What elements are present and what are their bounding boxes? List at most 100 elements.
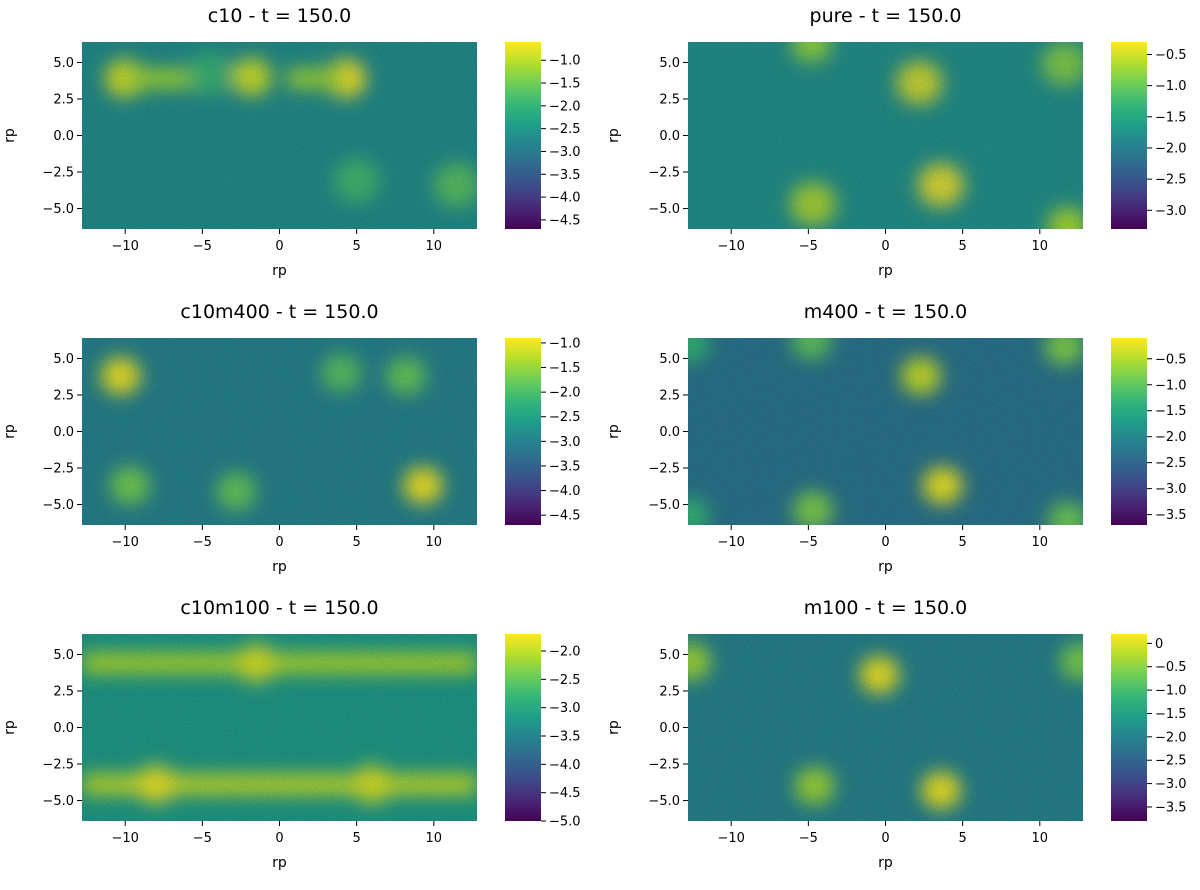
colorbar-tick-label: −2.0 [549,386,581,401]
y-tick-label: 5.0 [659,56,680,71]
colorbar-tick-label: −2.0 [549,645,581,660]
y-axis-label: rp [606,128,622,143]
colorbar-tick-label: −1.5 [549,77,581,92]
heatmap-grain [688,338,1083,525]
x-tick-label: 5 [353,831,361,846]
x-tick-label: 10 [426,831,443,846]
heatmap-panel: c10m100 - t = 150.0 −10 −5 0 5 10 5.0 2.5 0.0 −2.… [0,592,600,888]
chart-title: c10 - t = 150.0 [208,5,351,27]
colorbar-tick-label: −2.5 [549,122,581,137]
heatmap-svg: m400 - t = 150.0 −10 −5 0 5 10 5.0 2.5 0.0 −2.5 −5… [606,301,1187,575]
y-tick-label: 0.0 [659,129,680,144]
x-tick-label: −5 [193,831,212,846]
y-tick-label: 2.5 [659,388,680,403]
y-tick-label: 2.5 [53,92,74,107]
colorbar-tick-label: −3.0 [1155,777,1187,792]
colorbar-tick-label: −4.0 [549,484,581,499]
heatmap-field [688,338,1083,525]
x-tick-label: −10 [111,535,138,550]
heatmap-field [82,634,477,821]
colorbar-tick-label: −2.0 [1155,730,1187,745]
heatmap-field [82,338,477,525]
heatmap-grain [82,634,477,821]
colorbar [505,338,541,525]
colorbar-tick-label: −4.5 [549,786,581,801]
heatmap-svg: c10 - t = 150.0 −10 −5 0 5 10 5.0 2.5 0.0 −2.5 −5.… [2,5,581,279]
colorbar [1111,42,1147,229]
y-tick-label: 5.0 [53,352,74,367]
colorbar-tick-label: −3.0 [1155,482,1187,497]
colorbar-tick-label: −1.0 [1155,79,1187,94]
y-tick-label: 0.0 [53,425,74,440]
x-axis-label: rp [272,263,287,279]
heatmap-panel: pure - t = 150.0 −10 −5 0 5 10 5.0 2.5 0.0 −2.5 −5… [600,0,1200,296]
y-tick-label: 5.0 [659,352,680,367]
colorbar-tick-label: −5.0 [549,815,581,830]
x-tick-label: 10 [1032,535,1049,550]
heatmap-svg: c10m400 - t = 150.0 −10 −5 0 5 10 5.0 2.5 0.0 −2.… [2,301,581,575]
heatmap-svg: c10m100 - t = 150.0 −10 −5 0 5 10 5.0 2.5 0.0 −2.… [2,597,581,871]
colorbar-tick-label: −3.5 [1155,800,1187,815]
y-tick-label: 5.0 [53,648,74,663]
y-tick-label: 2.5 [659,92,680,107]
x-tick-label: 0 [275,239,283,254]
x-tick-label: 0 [881,239,889,254]
y-tick-label: −5.0 [648,498,680,513]
x-tick-label: 10 [426,535,443,550]
y-tick-label: −2.5 [42,462,74,477]
heatmap-grain [82,42,477,229]
x-tick-label: −5 [799,831,818,846]
x-tick-label: 0 [275,535,283,550]
colorbar-tick-label: −0.5 [1155,48,1187,63]
x-tick-label: 10 [1032,831,1049,846]
colorbar-tick-label: −3.0 [549,145,581,160]
x-tick-label: −5 [193,535,212,550]
y-tick-label: −2.5 [42,758,74,773]
y-axis-label: rp [2,720,18,735]
x-tick-label: 5 [353,535,361,550]
y-tick-label: −5.0 [42,794,74,809]
y-tick-label: 5.0 [53,56,74,71]
x-tick-label: 10 [426,239,443,254]
heatmap-panel: m400 - t = 150.0 −10 −5 0 5 10 5.0 2.5 0.0 −2.5 −5… [600,296,1200,592]
y-tick-label: 0.0 [53,721,74,736]
chart-title: m100 - t = 150.0 [804,597,968,619]
x-tick-label: 10 [1032,239,1049,254]
y-tick-label: −2.5 [648,758,680,773]
x-tick-label: 0 [881,535,889,550]
colorbar-tick-label: −1.0 [1155,378,1187,393]
y-axis-label: rp [606,720,622,735]
colorbar [505,42,541,229]
colorbar-tick-label: −2.5 [1155,173,1187,188]
x-tick-label: −5 [193,239,212,254]
colorbar-tick-label: −2.5 [1155,456,1187,471]
y-tick-label: 2.5 [53,388,74,403]
x-tick-label: 0 [881,831,889,846]
y-tick-label: 2.5 [53,684,74,699]
colorbar-tick-label: −3.5 [549,168,581,183]
heatmap-field [688,42,1083,229]
colorbar-tick-label: −1.0 [549,54,581,69]
heatmap-panel: c10m400 - t = 150.0 −10 −5 0 5 10 5.0 2.5 0.0 −2.… [0,296,600,592]
y-tick-label: −5.0 [648,794,680,809]
heatmap-grain [688,42,1083,229]
y-tick-label: −5.0 [42,498,74,513]
colorbar-tick-label: −3.5 [549,730,581,745]
colorbar-tick-label: −0.5 [1155,352,1187,367]
colorbar-tick-label: −1.5 [549,361,581,376]
y-tick-label: 2.5 [659,684,680,699]
colorbar-tick-label: 0 [1155,637,1163,652]
colorbar-tick-label: −4.5 [549,213,581,228]
heatmap-panel: c10 - t = 150.0 −10 −5 0 5 10 5.0 2.5 0.0 −2.5 −5.… [0,0,600,296]
x-axis-label: rp [272,559,287,575]
y-axis-label: rp [2,128,18,143]
x-tick-label: −10 [717,239,744,254]
colorbar-tick-label: −4.0 [549,191,581,206]
x-tick-label: 5 [959,831,967,846]
x-tick-label: 5 [353,239,361,254]
colorbar-tick-label: −2.5 [549,673,581,688]
colorbar [1111,634,1147,821]
colorbar-tick-label: −2.5 [1155,754,1187,769]
x-tick-label: −5 [799,239,818,254]
x-axis-label: rp [878,263,893,279]
